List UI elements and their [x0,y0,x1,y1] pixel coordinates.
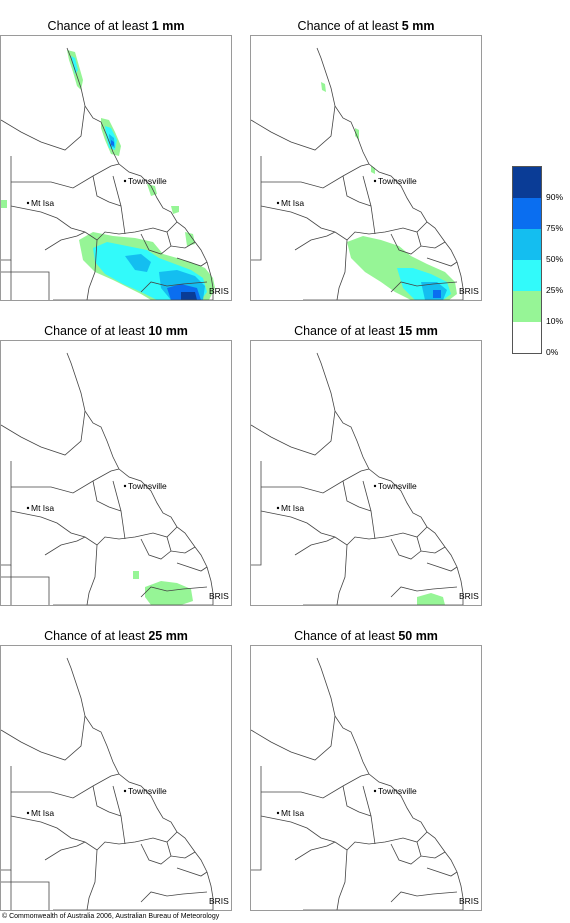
map-labels: Townsville Mt Isa BRIS [276,786,479,906]
map-frame: Townsville Mt Isa BRIS [250,35,482,301]
label-mt-isa: Mt Isa [31,503,54,513]
label-townsville: Townsville [128,786,167,796]
panel-title: Chance of at least 25 mm [44,629,188,643]
state-boundaries [251,47,464,300]
queensland-map: Townsville Mt Isa BRIS [1,47,229,300]
label-brisbane: BRIS [209,591,229,601]
label-brisbane: BRIS [459,896,479,906]
rain-probability-overlay [1,50,215,300]
map-frame: Townsville Mt Isa BRIS [0,340,232,606]
panel-title: Chance of at least 10 mm [44,324,188,338]
legend-swatch-25 [513,260,541,291]
map-labels: Townsville Mt Isa BRIS [26,786,229,906]
label-brisbane: BRIS [209,286,229,296]
legend-swatch-10 [513,291,541,322]
legend-label-0: 0% [546,347,559,357]
legend-swatch-75 [513,198,541,229]
map-frame: Townsville Mt Isa BRIS [250,340,482,606]
queensland-map: Townsville Mt Isa BRIS [251,352,479,605]
queensland-map: Townsville Mt Isa BRIS [1,352,229,605]
map-frame: Townsville Mt Isa BRIS [250,645,482,911]
label-mt-isa: Mt Isa [281,198,304,208]
map-frame: Townsville Mt Isa BRIS [0,645,232,911]
queensland-map: Townsville Mt Isa BRIS [1,657,229,910]
label-mt-isa: Mt Isa [281,503,304,513]
label-mt-isa: Mt Isa [31,198,54,208]
legend-label-90: 90% [546,192,564,202]
copyright-notice: © Commonwealth of Australia 2006, Austra… [2,913,220,920]
label-mt-isa: Mt Isa [31,808,54,818]
map-frame: Townsville Mt Isa BRIS [0,35,232,301]
rain-probability-overlay [417,593,445,605]
label-mt-isa: Mt Isa [281,808,304,818]
queensland-map: Townsville Mt Isa BRIS [251,657,479,910]
label-townsville: Townsville [378,176,417,186]
legend-color-bar [512,166,542,354]
rain-probability-overlay [321,82,457,300]
label-brisbane: BRIS [459,591,479,601]
rain-probability-overlay [133,571,193,605]
map-labels: Townsville Mt Isa BRIS [26,176,229,296]
legend-label-25: 25% [546,285,564,295]
legend-label-50: 50% [546,254,564,264]
panel-title: Chance of at least 50 mm [294,629,438,643]
probability-legend: 90% 75% 50% 25% 10% 0% [512,166,570,357]
label-townsville: Townsville [378,786,417,796]
map-labels: Townsville Mt Isa BRIS [276,481,479,601]
legend-label-10: 10% [546,316,564,326]
map-labels: Townsville Mt Isa BRIS [26,481,229,601]
legend-label-75: 75% [546,223,564,233]
map-labels: Townsville Mt Isa BRIS [276,176,479,296]
panel-title: Chance of at least 5 mm [297,19,435,33]
label-townsville: Townsville [128,481,167,491]
legend-swatch-90 [513,167,541,198]
label-brisbane: BRIS [459,286,479,296]
state-boundaries [1,47,214,300]
panel-title: Chance of at least 1 mm [47,19,185,33]
state-boundaries [1,352,214,605]
label-brisbane: BRIS [209,896,229,906]
label-townsville: Townsville [378,481,417,491]
panel-title: Chance of at least 15 mm [294,324,438,338]
state-boundaries [251,352,464,605]
label-townsville: Townsville [128,176,167,186]
legend-swatch-0 [513,322,541,353]
queensland-map: Townsville Mt Isa BRIS [251,47,479,300]
state-boundaries [1,657,214,910]
legend-swatch-50 [513,229,541,260]
state-boundaries [251,657,464,910]
